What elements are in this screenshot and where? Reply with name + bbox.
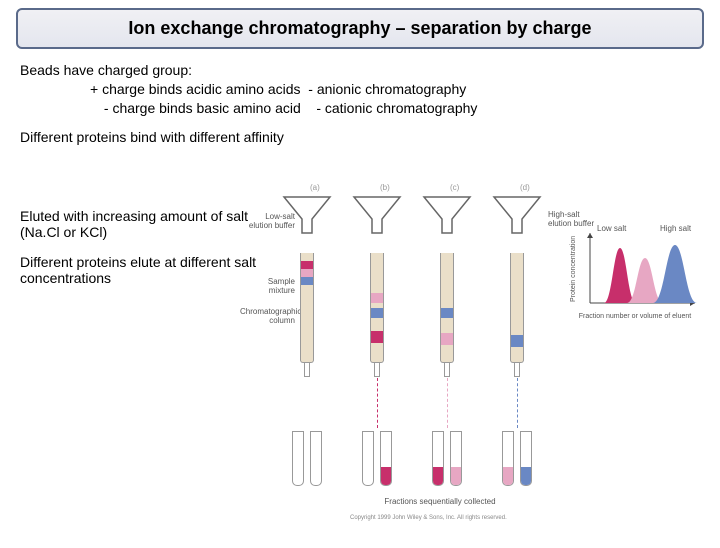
tube-fill <box>521 467 531 485</box>
column-tip <box>444 363 450 377</box>
tube-fill <box>451 467 461 485</box>
chromatography-diagram: (a) (b) (c) (d) Low-salt elution buffer … <box>270 183 710 528</box>
column <box>440 253 454 363</box>
column-tip <box>374 363 380 377</box>
test-tube <box>362 431 374 486</box>
label-column: Chromatographic column <box>240 308 295 326</box>
test-tube <box>520 431 532 486</box>
protein-band <box>441 308 453 318</box>
panel-c: (c) <box>450 183 459 192</box>
protein-band <box>371 293 383 303</box>
copyright: Copyright 1999 John Wiley & Sons, Inc. A… <box>350 515 507 521</box>
test-tube <box>310 431 322 486</box>
line-anionic: + charge binds acidic amino acids - anio… <box>20 80 700 99</box>
panel-d: (d) <box>520 183 530 192</box>
funnel-icon <box>352 195 402 235</box>
label-highsalt: High-salt elution buffer <box>548 211 598 229</box>
protein-band <box>371 308 383 318</box>
label-fractions: Fractions sequentially collected <box>360 498 520 507</box>
test-tube <box>502 431 514 486</box>
title-bar: Ion exchange chromatography – separation… <box>16 8 704 49</box>
funnel-icon <box>492 195 542 235</box>
side-text: Eluted with increasing amount of salt (N… <box>20 208 270 286</box>
funnel-icon <box>282 195 332 235</box>
protein-band <box>441 333 453 345</box>
chart-ylabel: Protein concentration <box>570 232 578 302</box>
protein-band <box>301 261 313 269</box>
tube-fill <box>381 467 391 485</box>
protein-band <box>301 269 313 277</box>
protein-band <box>371 331 383 343</box>
column <box>300 253 314 363</box>
test-tube <box>380 431 392 486</box>
eluted-text: Eluted with increasing amount of salt (N… <box>20 208 270 240</box>
column-tip <box>514 363 520 377</box>
column <box>510 253 524 363</box>
panel-b: (b) <box>380 183 390 192</box>
line-affinity: Different proteins bind with different a… <box>20 128 700 147</box>
drip-line <box>447 378 448 428</box>
drip-line <box>517 378 518 428</box>
test-tube <box>292 431 304 486</box>
chart-highsalt: High salt <box>660 225 691 234</box>
label-sample: Sample mixture <box>240 278 295 296</box>
drip-line <box>377 378 378 428</box>
line-cationic: - charge binds basic amino acid - cation… <box>20 99 700 118</box>
protein-band <box>511 335 523 347</box>
tube-fill <box>503 467 513 485</box>
elute-diff-text: Different proteins elute at different sa… <box>20 254 270 286</box>
column-tip <box>304 363 310 377</box>
test-tube <box>432 431 444 486</box>
line-beads: Beads have charged group: <box>20 61 700 80</box>
column <box>370 253 384 363</box>
page-title: Ion exchange chromatography – separation… <box>30 18 690 39</box>
chart-xlabel: Fraction number or volume of eluent <box>565 313 705 321</box>
test-tube <box>450 431 462 486</box>
tube-fill <box>433 467 443 485</box>
protein-band <box>301 277 313 285</box>
intro-text: Beads have charged group: + charge binds… <box>0 61 720 147</box>
elution-chart: Low salt High salt Fraction number or vo… <box>575 228 700 318</box>
funnel-icon <box>422 195 472 235</box>
chart-lowsalt: Low salt <box>597 225 626 234</box>
panel-a: (a) <box>310 183 320 192</box>
